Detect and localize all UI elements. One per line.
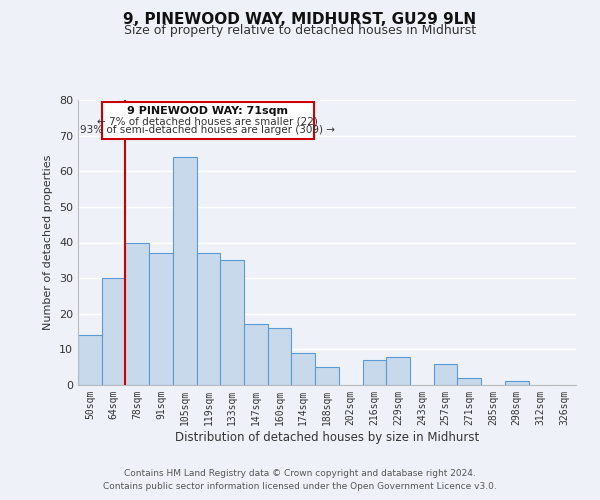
Text: ← 7% of detached houses are smaller (22): ← 7% of detached houses are smaller (22) — [97, 116, 318, 126]
Bar — [220, 260, 244, 385]
Bar — [78, 335, 102, 385]
Text: 9, PINEWOOD WAY, MIDHURST, GU29 9LN: 9, PINEWOOD WAY, MIDHURST, GU29 9LN — [124, 12, 476, 28]
Bar — [197, 253, 220, 385]
Bar — [102, 278, 125, 385]
Bar — [505, 382, 529, 385]
Bar — [362, 360, 386, 385]
Bar — [386, 356, 410, 385]
Bar — [457, 378, 481, 385]
Bar — [315, 367, 339, 385]
Text: Contains public sector information licensed under the Open Government Licence v3: Contains public sector information licen… — [103, 482, 497, 491]
FancyBboxPatch shape — [102, 102, 314, 139]
X-axis label: Distribution of detached houses by size in Midhurst: Distribution of detached houses by size … — [175, 430, 479, 444]
Text: 93% of semi-detached houses are larger (309) →: 93% of semi-detached houses are larger (… — [80, 125, 335, 135]
Text: 9 PINEWOOD WAY: 71sqm: 9 PINEWOOD WAY: 71sqm — [127, 106, 289, 117]
Bar — [244, 324, 268, 385]
Bar — [149, 253, 173, 385]
Bar — [434, 364, 457, 385]
Bar — [173, 157, 197, 385]
Bar — [125, 242, 149, 385]
Text: Size of property relative to detached houses in Midhurst: Size of property relative to detached ho… — [124, 24, 476, 37]
Bar — [292, 353, 315, 385]
Bar — [268, 328, 292, 385]
Text: Contains HM Land Registry data © Crown copyright and database right 2024.: Contains HM Land Registry data © Crown c… — [124, 468, 476, 477]
Y-axis label: Number of detached properties: Number of detached properties — [43, 155, 53, 330]
